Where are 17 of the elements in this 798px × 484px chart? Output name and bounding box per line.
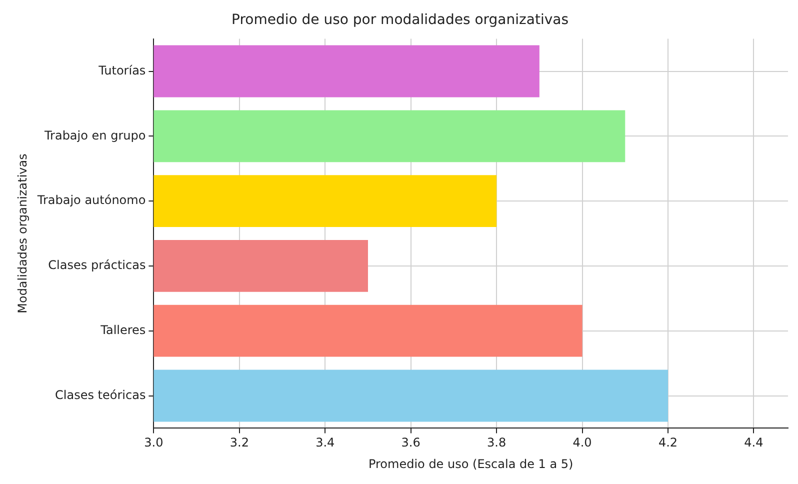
y-tick-label: Talleres	[100, 322, 146, 337]
y-tick-label: Trabajo en grupo	[43, 128, 146, 142]
x-tick-label: 4.2	[658, 436, 678, 450]
chart-title: Promedio de uso por modalidades organizativas	[232, 12, 568, 28]
x-axis-title: Promedio de uso (Escala de 1 a 5)	[368, 456, 574, 471]
x-tick-label: 3.8	[487, 436, 506, 450]
x-tick-label: 3.0	[144, 436, 164, 450]
y-tick-label: Trabajo autónomo	[36, 193, 146, 208]
x-tick-label: 3.6	[401, 436, 420, 450]
x-tick-label: 3.4	[316, 436, 335, 450]
y-tick-label: Clases teóricas	[55, 388, 146, 402]
x-tick-label: 3.2	[230, 436, 249, 450]
x-tick-label: 4.0	[572, 436, 592, 450]
y-axis-title: Modalidades organizativas	[15, 154, 30, 314]
x-tick-label: 4.4	[744, 436, 764, 450]
y-tick-label: Tutorías	[98, 63, 146, 78]
y-tick-label: Clases prácticas	[48, 258, 146, 272]
